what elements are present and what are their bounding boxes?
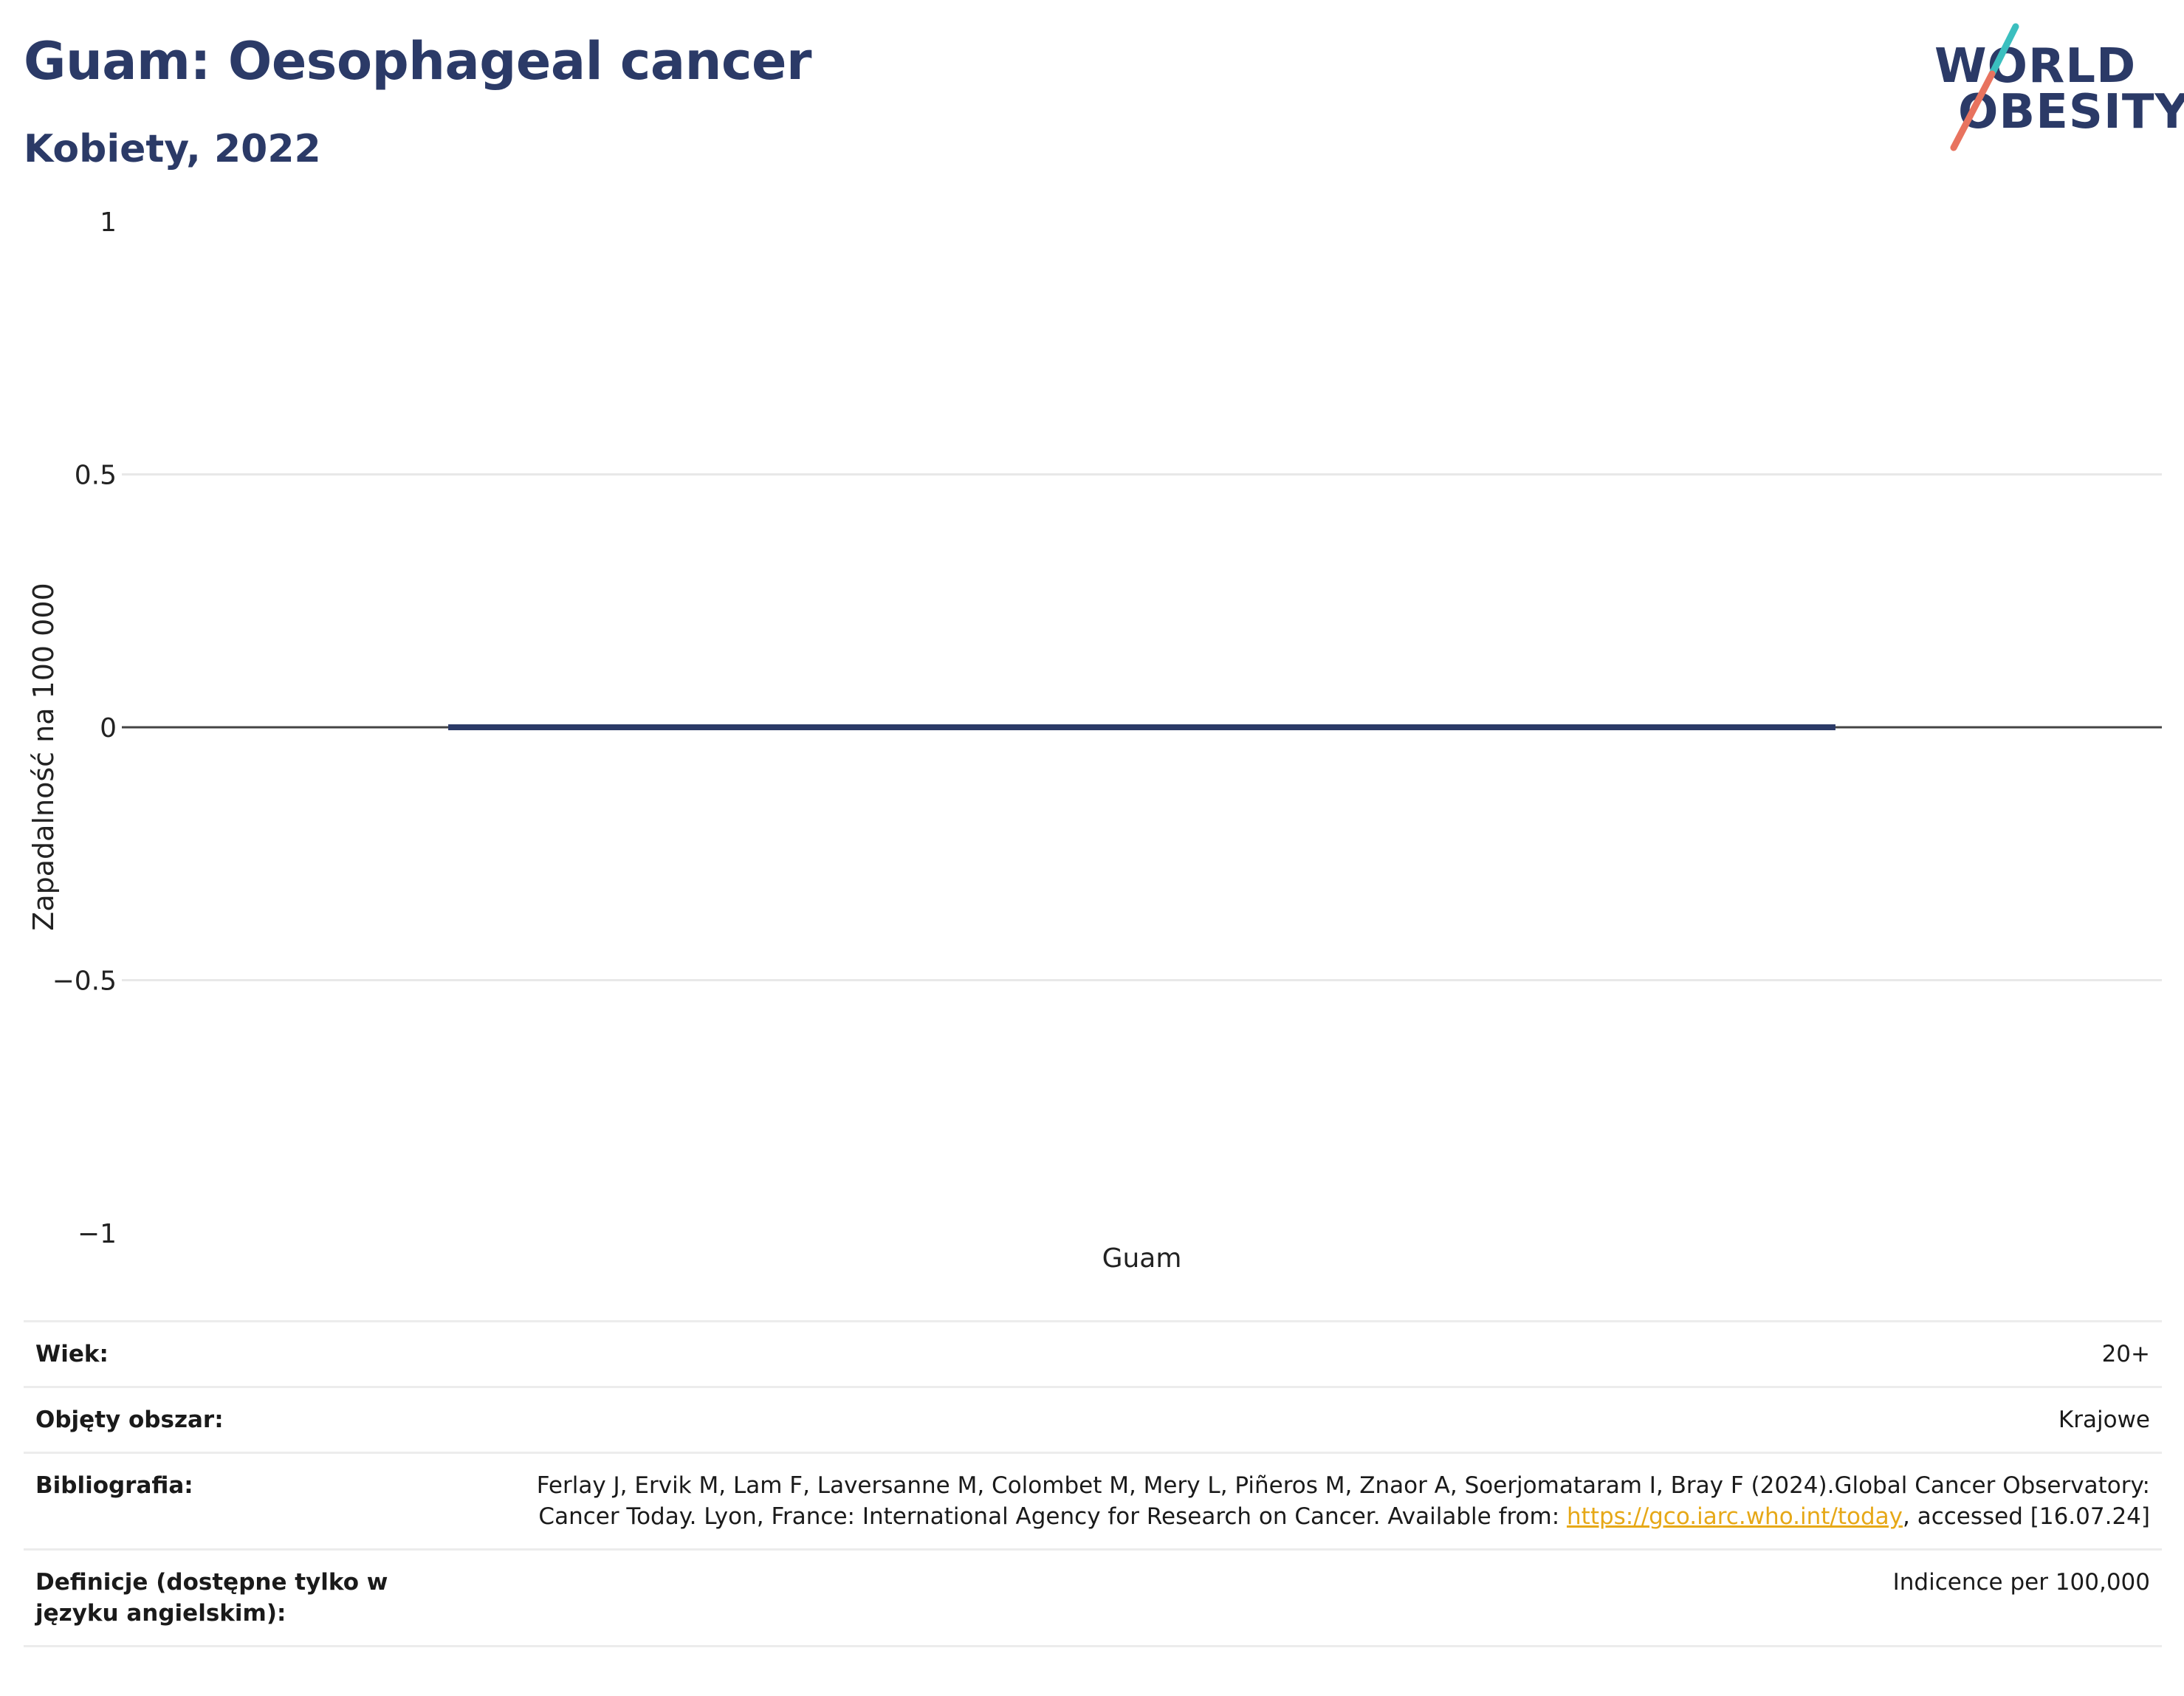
info-row-age: Wiek: 20+ [24, 1320, 2162, 1386]
bibliography-link[interactable]: https://gco.iarc.who.int/today [1567, 1503, 1903, 1530]
info-table: Wiek: 20+ Objęty obszar: Krajowe Bibliog… [24, 1320, 2162, 1647]
logo-line-2: OBESITY [1958, 85, 2184, 140]
bars [448, 724, 1836, 730]
logo-line-1: WORLD [1934, 39, 2137, 94]
page-subtitle: Kobiety, 2022 [24, 127, 321, 171]
coverage-label: Objęty obszar: [35, 1407, 224, 1433]
world-obesity-logo: WORLD OBESITY [1920, 21, 2184, 154]
bibliography-value: Ferlay J, Ervik M, Lam F, Laversanne M, … [523, 1470, 2150, 1532]
info-row-coverage: Objęty obszar: Krajowe [24, 1386, 2162, 1452]
y-tick-labels: 1 0.5 0 −0.5 −1 [52, 207, 117, 1249]
bibliography-accessed: , accessed [16.07.24] [1902, 1503, 2150, 1530]
info-row-definitions: Definicje (dostępne tylko w języku angie… [24, 1548, 2162, 1647]
page-title: Guam: Oesophageal cancer [24, 31, 811, 92]
bar-chart: 1 0.5 0 −0.5 −1 Guam Zapadalność na 100 000 [27, 207, 2162, 1274]
x-tick-labels: Guam [1102, 1243, 1182, 1274]
y-tick-label: 0 [100, 713, 117, 744]
info-row-bibliography: Bibliografia: Ferlay J, Ervik M, Lam F, … [24, 1452, 2162, 1548]
coverage-value: Krajowe [2058, 1407, 2150, 1433]
definitions-label: Definicje (dostępne tylko w języku angie… [35, 1569, 388, 1627]
y-tick-label: 0.5 [75, 461, 117, 491]
bar-guam [448, 724, 1836, 730]
bibliography-label: Bibliografia: [35, 1472, 193, 1499]
y-tick-label: −0.5 [52, 967, 117, 997]
x-tick-label: Guam [1102, 1243, 1182, 1274]
y-axis-title: Zapadalność na 100 000 [27, 583, 60, 930]
y-tick-label: −1 [78, 1219, 117, 1249]
y-tick-label: 1 [100, 207, 117, 238]
age-value: 20+ [2101, 1341, 2150, 1367]
definitions-value: Indicence per 100,000 [1892, 1569, 2150, 1596]
logo-slash-icon [1950, 23, 2019, 151]
age-label: Wiek: [35, 1341, 109, 1367]
bibliography-text: Ferlay J, Ervik M, Lam F, Laversanne M, … [536, 1472, 2150, 1530]
